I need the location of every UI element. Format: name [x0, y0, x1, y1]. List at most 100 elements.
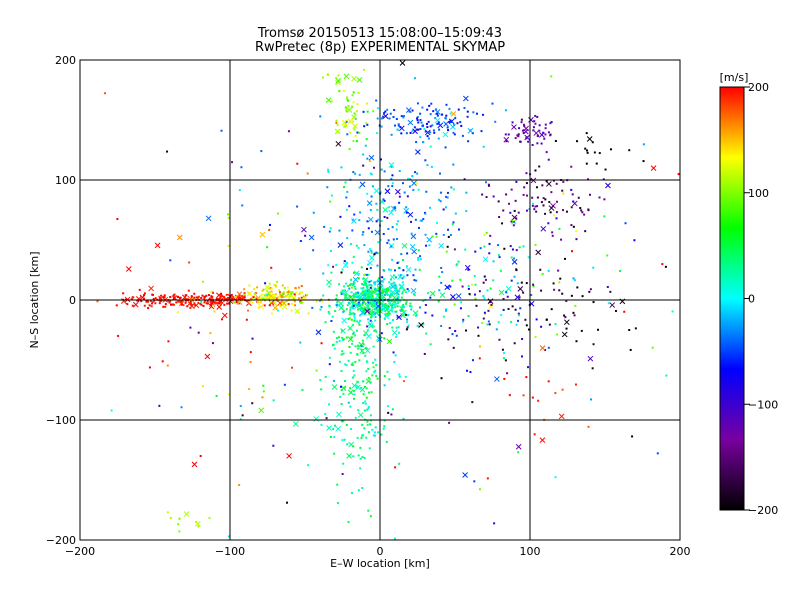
- data-point: [388, 294, 391, 297]
- data-point: [348, 205, 351, 208]
- data-point: [272, 294, 275, 297]
- data-point: [415, 314, 418, 317]
- data-point: [332, 330, 335, 333]
- data-point: [456, 122, 459, 125]
- data-point: [511, 121, 514, 124]
- data-point: [335, 119, 338, 122]
- data-point: [328, 305, 331, 308]
- data-point: [395, 228, 398, 231]
- data-point: [466, 369, 469, 372]
- data-point: [555, 211, 558, 214]
- data-point: [444, 146, 447, 149]
- data-point: [335, 294, 338, 297]
- data-point: [375, 293, 378, 296]
- data-point: [328, 356, 331, 359]
- data-point: [265, 290, 268, 293]
- data-point: [335, 337, 338, 340]
- data-point: [205, 294, 208, 297]
- data-point: [535, 186, 538, 189]
- data-point: [435, 221, 438, 224]
- data-point: [349, 387, 352, 390]
- data-point: [606, 286, 609, 289]
- data-point: [376, 301, 379, 304]
- data-point: [356, 380, 359, 383]
- data-point: [353, 112, 356, 115]
- data-point: [390, 299, 393, 302]
- data-point: [249, 351, 252, 354]
- colorbar-tick-label: 200: [748, 81, 769, 94]
- data-point: [383, 288, 386, 291]
- data-point: [452, 188, 455, 191]
- data-point: [365, 387, 368, 390]
- data-point: [360, 307, 363, 310]
- data-point-cross: [426, 236, 433, 243]
- data-point-cross: [373, 188, 380, 194]
- data-point: [208, 517, 211, 520]
- data-point: [428, 244, 431, 247]
- data-point: [261, 296, 264, 299]
- data-point: [304, 234, 307, 237]
- data-point: [333, 347, 336, 350]
- data-point: [447, 129, 450, 132]
- data-point: [402, 380, 405, 383]
- data-point: [238, 483, 241, 486]
- data-point: [391, 185, 394, 188]
- data-point: [363, 125, 366, 128]
- data-point: [363, 292, 366, 295]
- data-point: [382, 289, 385, 292]
- data-point: [266, 296, 269, 299]
- data-point: [353, 293, 356, 296]
- data-point: [392, 286, 395, 289]
- data-point: [338, 360, 341, 363]
- data-point: [248, 388, 251, 391]
- data-point: [365, 347, 368, 350]
- data-point: [243, 296, 246, 299]
- data-point: [490, 303, 493, 306]
- data-point: [365, 436, 368, 439]
- data-point: [383, 112, 386, 115]
- data-point: [422, 323, 425, 326]
- data-point: [521, 129, 524, 132]
- data-point: [422, 299, 425, 302]
- data-point: [402, 116, 405, 119]
- data-point: [483, 245, 486, 248]
- data-point: [367, 288, 370, 291]
- data-point: [347, 359, 350, 362]
- data-point: [342, 352, 345, 355]
- data-point: [361, 291, 364, 294]
- data-point: [375, 220, 378, 223]
- data-point: [483, 275, 486, 278]
- data-point: [370, 296, 373, 299]
- data-point-cross: [236, 291, 243, 297]
- data-point: [203, 297, 206, 300]
- data-point: [369, 423, 372, 426]
- data-point: [349, 351, 352, 354]
- data-point: [358, 219, 361, 222]
- data-point: [575, 238, 578, 241]
- data-point: [387, 300, 390, 303]
- data-point: [352, 312, 355, 315]
- data-point-cross: [120, 298, 127, 304]
- data-point: [380, 332, 383, 335]
- data-point: [398, 462, 401, 465]
- data-point: [417, 226, 420, 229]
- data-point: [366, 123, 369, 126]
- data-point: [465, 191, 468, 194]
- data-point: [143, 304, 146, 307]
- data-point: [365, 396, 368, 399]
- data-point: [345, 120, 348, 123]
- data-point: [357, 92, 360, 95]
- data-point: [406, 318, 409, 321]
- data-point: [358, 296, 361, 299]
- data-point: [370, 288, 373, 291]
- data-point: [336, 502, 339, 505]
- data-point-cross: [434, 109, 441, 115]
- data-point: [350, 312, 353, 315]
- data-point: [368, 283, 371, 286]
- data-point: [360, 266, 363, 269]
- data-point: [184, 301, 187, 304]
- data-point-cross: [438, 242, 444, 249]
- data-point: [293, 296, 296, 299]
- data-point: [228, 302, 231, 305]
- data-point: [525, 172, 528, 175]
